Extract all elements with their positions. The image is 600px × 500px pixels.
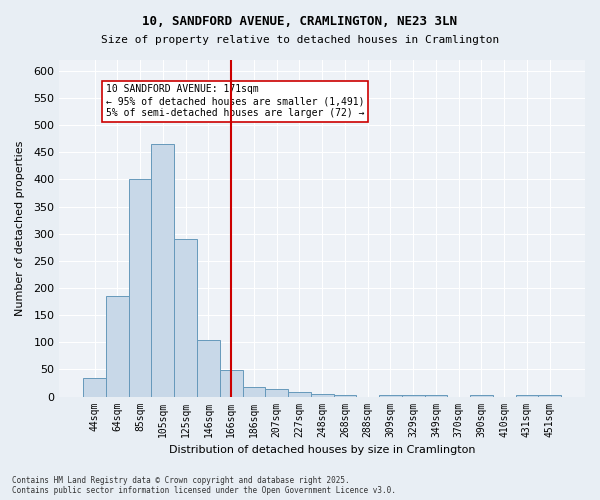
Bar	[242, 387, 265, 396]
Bar	[106, 296, 129, 396]
Bar	[220, 370, 242, 396]
Bar	[151, 144, 174, 397]
Bar	[174, 239, 197, 396]
Bar	[311, 394, 334, 396]
Bar	[379, 395, 402, 396]
Bar	[265, 390, 288, 396]
X-axis label: Distribution of detached houses by size in Cramlington: Distribution of detached houses by size …	[169, 445, 475, 455]
Bar	[288, 392, 311, 396]
Text: Size of property relative to detached houses in Cramlington: Size of property relative to detached ho…	[101, 35, 499, 45]
Y-axis label: Number of detached properties: Number of detached properties	[15, 140, 25, 316]
Bar	[197, 340, 220, 396]
Text: 10, SANDFORD AVENUE, CRAMLINGTON, NE23 3LN: 10, SANDFORD AVENUE, CRAMLINGTON, NE23 3…	[143, 15, 458, 28]
Bar	[538, 395, 561, 396]
Text: Contains HM Land Registry data © Crown copyright and database right 2025.
Contai: Contains HM Land Registry data © Crown c…	[12, 476, 396, 495]
Bar	[129, 180, 151, 396]
Text: 10 SANDFORD AVENUE: 171sqm
← 95% of detached houses are smaller (1,491)
5% of se: 10 SANDFORD AVENUE: 171sqm ← 95% of deta…	[106, 84, 364, 117]
Bar	[83, 378, 106, 396]
